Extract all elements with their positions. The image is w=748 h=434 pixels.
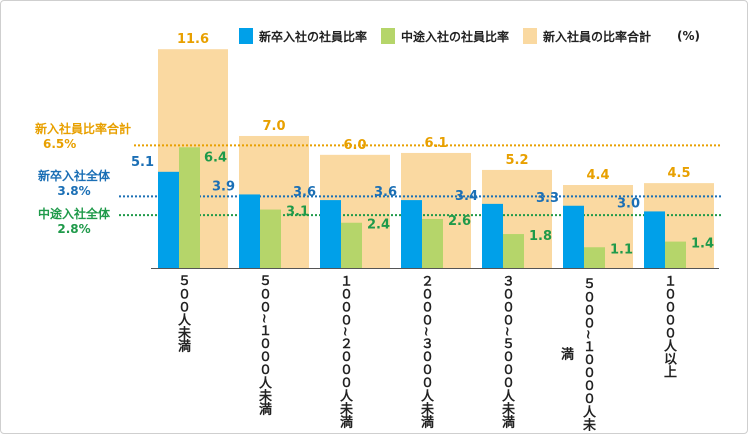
legend-label-total: 新入社員の比率合計: [543, 29, 652, 44]
value-label-mid: 1.8: [529, 229, 552, 244]
value-label-mid: 2.4: [367, 218, 390, 233]
x-tick-label: ５００~１０００人未満: [256, 274, 271, 415]
x-tick-label: ５０００~１００００人未満: [558, 276, 595, 431]
value-label-new: 3.9: [212, 179, 235, 194]
legend-label-mid: 中途入社の社員比率: [401, 29, 510, 44]
legend-label-new: 新卒入社の社員比率: [259, 29, 368, 44]
ref-label-total: 新入社員比率合計 6.5%: [35, 122, 131, 152]
bar-mid-career: [341, 222, 362, 268]
bar-new-grad: [320, 200, 341, 268]
value-label-mid: 2.6: [448, 214, 471, 229]
value-label-total: 5.2: [505, 153, 528, 168]
ref-label-total-title: 新入社員比率合計: [35, 122, 132, 136]
bar-mid-career: [260, 209, 281, 268]
value-label-new: 3.0: [617, 196, 640, 211]
bar-mid-career: [665, 241, 686, 268]
x-tick-label: ５００人未満: [175, 274, 190, 352]
x-tick-label: １００００人以上: [661, 274, 676, 378]
value-label-total: 4.4: [586, 168, 609, 183]
value-label-mid: 3.1: [286, 205, 309, 220]
value-label-total: 11.6: [177, 32, 209, 47]
ref-label-new: 新卒入社全体 3.8%: [29, 169, 119, 199]
value-label-total: 4.5: [667, 166, 690, 181]
bar-new-grad: [482, 203, 503, 268]
ref-label-mid: 中途入社全体 2.8%: [29, 207, 119, 237]
ref-label-mid-title: 中途入社全体: [37, 207, 110, 221]
legend-swatch-total: [523, 28, 538, 44]
x-tick-label: ３０００~５０００人未満: [499, 274, 514, 428]
legend: 新卒入社の社員比率 中途入社の社員比率 新入社員の比率合計 (%): [239, 27, 700, 45]
value-label-new: 3.4: [455, 189, 478, 204]
unit-label: (%): [677, 29, 701, 43]
value-label-total: 6.0: [343, 138, 366, 153]
legend-swatch-new: [239, 28, 253, 44]
value-label-mid: 1.4: [691, 237, 714, 252]
x-tick-label: ２０００~３０００人未満: [418, 274, 433, 428]
ref-label-mid-value: 2.8%: [57, 222, 91, 236]
bar-mid-career: [503, 234, 524, 268]
value-label-total: 6.1: [424, 136, 447, 151]
ref-label-new-title: 新卒入社全体: [37, 169, 110, 183]
bar-mid-career: [422, 218, 443, 268]
value-label-mid: 6.4: [204, 150, 227, 165]
bar-mid-career: [179, 147, 200, 268]
value-label-mid: 1.1: [610, 242, 633, 257]
bar-mid-career: [584, 247, 605, 268]
bar-new-grad: [563, 205, 584, 268]
legend-item-total: 新入社員の比率合計: [523, 28, 651, 45]
value-label-new: 3.6: [374, 185, 397, 200]
ref-label-total-value: 6.5%: [43, 137, 77, 151]
value-label-total: 7.0: [262, 119, 285, 134]
bar-new-grad: [401, 200, 422, 268]
bar-new-grad: [239, 194, 260, 268]
x-tick-label: １０００~２０００人未満: [337, 274, 352, 428]
value-label-new: 3.3: [536, 191, 559, 206]
legend-item-mid: 中途入社の社員比率: [381, 28, 509, 45]
value-label-new: 5.1: [131, 155, 154, 170]
bar-new-grad: [644, 211, 665, 268]
value-label-new: 3.6: [293, 185, 316, 200]
ref-label-new-value: 3.8%: [57, 184, 91, 198]
bar-new-grad: [158, 171, 179, 268]
legend-swatch-mid: [381, 28, 396, 44]
legend-item-new: 新卒入社の社員比率: [239, 28, 367, 45]
